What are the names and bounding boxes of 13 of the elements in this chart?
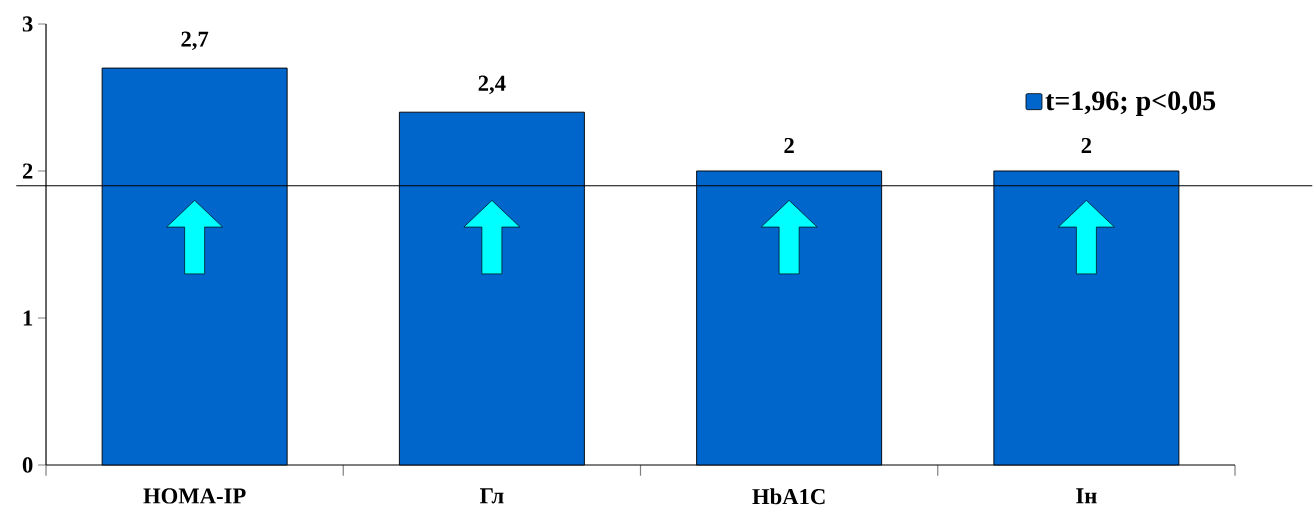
y-tick-label: 3 (22, 16, 33, 32)
y-tick-label: 1 (23, 310, 33, 326)
y-tick-label: 0 (22, 457, 33, 473)
data-label: 2,7 (181, 31, 209, 51)
data-label: 2 (784, 137, 794, 153)
y-tick-label: 2 (22, 163, 33, 179)
x-tick-label: HbA1C (752, 488, 825, 505)
data-label: 2 (1081, 137, 1092, 153)
x-tick-label: HOMA-IP (143, 488, 246, 504)
x-tick-label: Iн (1076, 488, 1097, 504)
legend-label: t=1,96; p<0,05 (1045, 91, 1216, 116)
data-label: 2,4 (478, 75, 506, 95)
x-tick-label: Гл (480, 488, 504, 504)
